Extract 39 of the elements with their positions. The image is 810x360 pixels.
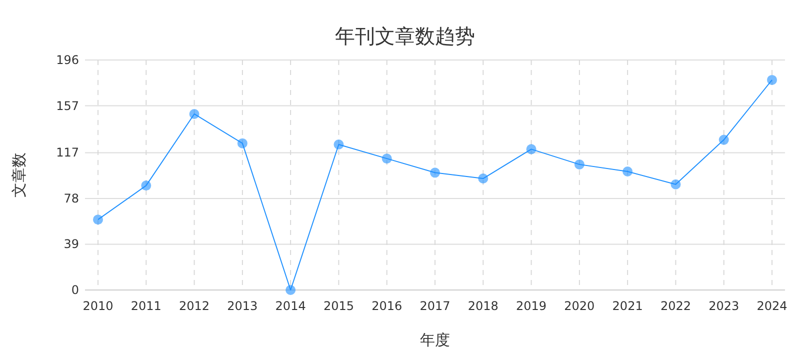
x-tick-label: 2022 [660, 299, 691, 313]
x-tick-label: 2023 [708, 299, 740, 313]
x-tick-label: 2020 [564, 299, 595, 313]
point [526, 144, 536, 154]
x-tick-label: 2016 [372, 299, 402, 313]
x-tick-label: 2013 [227, 299, 258, 313]
y-tick-label: 196 [56, 53, 79, 67]
y-axis-title: 文章数 [10, 152, 28, 198]
point [286, 285, 296, 295]
point [622, 166, 633, 176]
x-tick-label: 2014 [275, 299, 306, 313]
x-tick-label: 2012 [179, 299, 210, 313]
y-tick-label: 78 [64, 191, 79, 206]
x-tick-label: 2010 [82, 299, 114, 313]
x-tick-label: 2015 [323, 299, 354, 313]
x-axis-title: 年度 [420, 331, 450, 349]
point [718, 134, 729, 145]
point [189, 108, 200, 119]
x-tick-label: 2021 [612, 299, 643, 313]
y-tick-label: 117 [56, 146, 79, 160]
point [670, 179, 681, 190]
y-tick-label: 157 [56, 98, 79, 113]
point [574, 159, 584, 170]
point [430, 168, 440, 178]
x-tick-label: 2018 [468, 299, 498, 313]
y-tick-label: 0 [71, 283, 79, 297]
point [334, 139, 344, 150]
point [141, 180, 152, 191]
chart-title: 年刊文章数趋势 [335, 24, 475, 48]
x-tick-label: 2011 [130, 299, 162, 313]
point [382, 154, 392, 164]
point [478, 174, 488, 184]
point [237, 138, 248, 148]
x-tick-label: 2017 [420, 299, 450, 313]
point [93, 214, 103, 225]
x-tick-label: 2024 [756, 299, 788, 313]
point [767, 74, 777, 85]
y-tick-label: 39 [64, 237, 79, 252]
x-tick-label: 2019 [516, 299, 547, 313]
